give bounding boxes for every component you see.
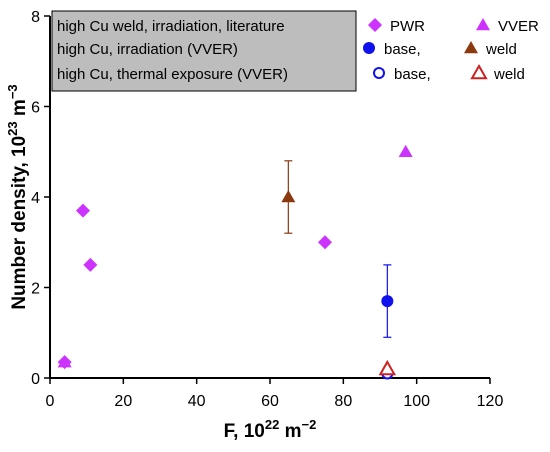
legend-marker <box>368 18 382 32</box>
data-point <box>318 235 332 250</box>
y-tick-label: 4 <box>31 190 40 207</box>
legend-marker <box>363 42 375 54</box>
legend-row-3-label: high Cu, thermal exposure (VVER) <box>57 66 288 83</box>
legend-row-2-label: high Cu, irradiation (VVER) <box>57 41 238 58</box>
x-tick-label: 120 <box>477 393 504 410</box>
data-points <box>57 144 413 380</box>
legend: high Cu weld, irradiation, literature hi… <box>51 10 539 92</box>
data-point <box>76 203 90 218</box>
y-ticks: 0 2 4 6 8 <box>31 9 50 388</box>
data-point <box>83 257 98 272</box>
y-tick-label: 0 <box>31 371 40 388</box>
y-tick-label: 8 <box>31 9 40 26</box>
legend-base-therm-label: base, <box>394 66 431 83</box>
legend-marker <box>470 63 488 80</box>
y-tick-label: 6 <box>31 100 40 117</box>
legend-base-irr-label: base, <box>384 41 421 58</box>
x-ticks: 0 20 40 60 80 100 120 <box>46 378 504 410</box>
legend-weld-therm-label: weld <box>493 66 525 83</box>
legend-vver-label: VVER <box>498 18 539 35</box>
legend-markers <box>363 18 490 80</box>
x-tick-label: 0 <box>46 393 55 410</box>
legend-weld-irr-label: weld <box>485 41 517 58</box>
data-point <box>281 190 296 203</box>
x-tick-label: 100 <box>403 393 430 410</box>
error-bars <box>284 160 392 338</box>
data-point <box>381 295 394 308</box>
legend-row-1-label: high Cu weld, irradiation, literature <box>57 18 285 35</box>
y-tick-label: 2 <box>31 281 40 298</box>
x-tick-label: 40 <box>188 393 206 410</box>
legend-marker <box>476 18 490 31</box>
x-tick-label: 80 <box>334 393 352 410</box>
legend-pwr-label: PWR <box>390 18 425 35</box>
x-axis-title: F, 1022 m−2 <box>224 417 317 442</box>
data-point <box>398 144 413 157</box>
data-point <box>57 355 72 368</box>
x-tick-label: 60 <box>261 393 279 410</box>
data-point <box>378 359 397 376</box>
legend-marker <box>373 67 385 79</box>
legend-box <box>51 10 357 92</box>
x-tick-label: 20 <box>114 393 132 410</box>
legend-marker <box>464 41 478 54</box>
y-axis-title: Number density, 1023 m−3 <box>5 84 30 309</box>
